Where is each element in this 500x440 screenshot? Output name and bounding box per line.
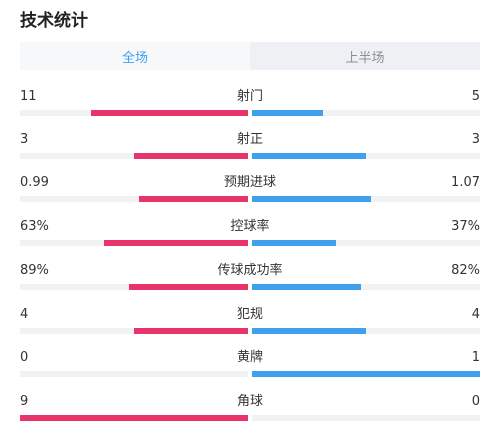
stat-label: 犯规 bbox=[236, 307, 263, 322]
stat-row-pass-accuracy: 89% 传球成功率 82% bbox=[0, 263, 500, 303]
stat-label: 射正 bbox=[236, 132, 263, 147]
home-track bbox=[20, 371, 248, 377]
stat-row-corners: 9 角球 0 bbox=[0, 394, 500, 434]
away-track bbox=[252, 415, 480, 421]
stat-label: 黄牌 bbox=[236, 350, 263, 365]
stat-row-fouls: 4 犯规 4 bbox=[0, 307, 500, 347]
home-value: 9 bbox=[20, 394, 29, 409]
away-bar bbox=[252, 110, 323, 116]
away-value: 1.07 bbox=[451, 175, 480, 190]
stat-row-yellow-cards: 0 黄牌 1 bbox=[0, 350, 500, 390]
away-value: 37% bbox=[451, 219, 480, 234]
away-bar bbox=[252, 240, 336, 246]
away-track bbox=[252, 240, 480, 246]
stat-label: 预期进球 bbox=[223, 175, 276, 190]
home-bar bbox=[134, 153, 248, 159]
away-value: 0 bbox=[471, 394, 480, 409]
tab-first-half[interactable]: 上半场 bbox=[250, 42, 480, 70]
away-bar bbox=[252, 153, 366, 159]
stat-row-shots: 11 射门 5 bbox=[0, 89, 500, 129]
home-bar bbox=[139, 196, 248, 202]
home-value: 11 bbox=[20, 89, 37, 104]
away-bar bbox=[252, 371, 480, 377]
away-bar bbox=[252, 196, 371, 202]
stat-label: 控球率 bbox=[230, 219, 270, 234]
home-bar bbox=[134, 328, 248, 334]
home-value: 0.99 bbox=[20, 175, 49, 190]
home-bar bbox=[104, 240, 248, 246]
away-track bbox=[252, 284, 480, 290]
home-bar bbox=[20, 415, 248, 421]
stat-row-expected-goals: 0.99 预期进球 1.07 bbox=[0, 175, 500, 215]
home-value: 4 bbox=[20, 307, 29, 322]
page-title: 技术统计 bbox=[20, 11, 88, 31]
away-track bbox=[252, 110, 480, 116]
away-value: 4 bbox=[471, 307, 480, 322]
away-value: 5 bbox=[471, 89, 480, 104]
away-track bbox=[252, 328, 480, 334]
home-bar bbox=[91, 110, 248, 116]
period-tabs: 全场 上半场 bbox=[20, 42, 480, 70]
stat-row-possession: 63% 控球率 37% bbox=[0, 219, 500, 259]
stat-label: 射门 bbox=[236, 89, 263, 104]
away-bar bbox=[252, 284, 361, 290]
tab-full-match[interactable]: 全场 bbox=[20, 42, 250, 70]
away-value: 82% bbox=[451, 263, 480, 278]
stat-row-shots-on-target: 3 射正 3 bbox=[0, 132, 500, 172]
home-value: 89% bbox=[20, 263, 49, 278]
stat-label: 传球成功率 bbox=[217, 263, 283, 278]
home-value: 63% bbox=[20, 219, 49, 234]
home-value: 3 bbox=[20, 132, 29, 147]
away-value: 1 bbox=[471, 350, 480, 365]
home-track bbox=[20, 196, 248, 202]
away-bar bbox=[252, 328, 366, 334]
away-value: 3 bbox=[471, 132, 480, 147]
home-value: 0 bbox=[20, 350, 29, 365]
away-track bbox=[252, 153, 480, 159]
home-bar bbox=[129, 284, 248, 290]
stat-label: 角球 bbox=[236, 394, 263, 409]
